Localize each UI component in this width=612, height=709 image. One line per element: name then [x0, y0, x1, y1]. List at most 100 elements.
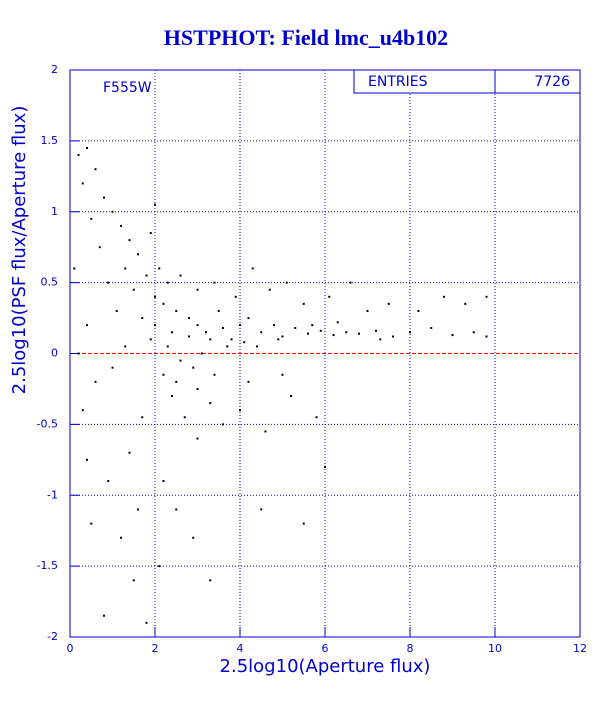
point: [260, 331, 263, 334]
point: [464, 302, 467, 305]
y-tick-label: 0: [51, 347, 58, 360]
point: [209, 338, 212, 341]
point: [137, 253, 139, 256]
x-tick-label: 2: [152, 642, 159, 655]
point: [247, 317, 250, 320]
point: [409, 331, 411, 334]
point: [179, 359, 182, 362]
y-axis-label: 2.5log10(PSF flux/Aperture flux): [9, 106, 30, 395]
point: [319, 329, 322, 332]
point: [485, 295, 488, 298]
point: [205, 331, 207, 334]
point: [77, 154, 80, 157]
point: [77, 352, 80, 355]
point: [90, 522, 93, 525]
point: [158, 267, 161, 270]
point: [332, 334, 335, 337]
point: [128, 239, 131, 242]
point: [103, 196, 105, 199]
point: [230, 338, 233, 341]
point: [281, 373, 284, 376]
point: [222, 326, 224, 329]
point: [472, 331, 475, 334]
point: [107, 281, 110, 284]
point: [111, 210, 114, 213]
point: [243, 341, 246, 344]
point: [145, 621, 148, 624]
annotation: F555W: [103, 80, 152, 96]
point: [154, 324, 156, 327]
point: [239, 324, 241, 327]
point: [247, 380, 250, 383]
point: [196, 288, 199, 291]
point: [256, 345, 258, 348]
point: [222, 423, 224, 426]
point: [149, 232, 152, 235]
point: [175, 380, 178, 383]
point: [302, 522, 305, 525]
point: [166, 281, 169, 284]
point: [277, 338, 280, 341]
point: [124, 267, 127, 270]
point: [379, 338, 382, 341]
point: [149, 338, 152, 341]
point: [183, 416, 186, 419]
point: [336, 321, 339, 324]
point: [387, 302, 390, 305]
point: [251, 267, 254, 270]
point: [162, 373, 165, 376]
chart-title: HSTPHOT: Field lmc_u4b102: [164, 25, 448, 50]
y-tick-label: 0.5: [41, 276, 59, 289]
point: [175, 309, 178, 312]
point: [111, 366, 114, 369]
point: [86, 324, 88, 327]
point: [188, 335, 190, 338]
point: [213, 281, 216, 284]
point: [124, 345, 127, 348]
point: [358, 332, 360, 335]
point: [273, 324, 275, 327]
point: [451, 334, 454, 337]
point: [302, 302, 305, 305]
point: [137, 508, 139, 511]
y-tick-label: -0.5: [37, 417, 58, 430]
point: [196, 437, 199, 440]
point: [217, 309, 220, 312]
point: [324, 465, 326, 468]
point: [171, 331, 173, 334]
point: [209, 579, 212, 582]
point: [107, 480, 110, 483]
point: [141, 416, 144, 419]
point: [175, 508, 178, 511]
x-tick-label: 0: [67, 642, 74, 655]
y-tick-label: -1: [47, 488, 58, 501]
point: [290, 395, 292, 398]
point: [103, 614, 105, 617]
point: [200, 352, 203, 355]
x-tick-label: 10: [488, 642, 502, 655]
x-tick-label: 12: [573, 642, 587, 655]
stats-box: [353, 69, 581, 94]
point: [115, 309, 118, 312]
point: [196, 324, 199, 327]
point: [158, 565, 161, 568]
point: [120, 224, 122, 227]
point: [268, 288, 271, 291]
y-tick-label: -1.5: [37, 559, 58, 572]
point: [234, 295, 237, 298]
point: [392, 335, 394, 338]
point: [213, 373, 216, 376]
point: [141, 317, 144, 320]
point: [375, 329, 377, 332]
point: [417, 309, 420, 312]
point: [132, 579, 135, 582]
point: [311, 324, 314, 327]
x-tick-label: 4: [237, 642, 244, 655]
point: [192, 536, 195, 539]
point: [81, 182, 84, 185]
x-tick-label: 6: [322, 642, 329, 655]
point: [154, 203, 156, 206]
